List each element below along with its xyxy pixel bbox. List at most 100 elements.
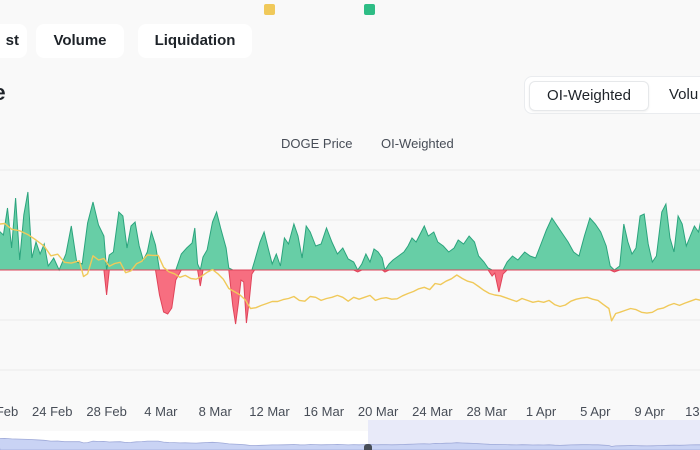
oi-weighted-point-88[interactable] bbox=[372, 247, 376, 251]
oi-weighted-point-34[interactable] bbox=[149, 230, 153, 234]
doge-price-point-71[interactable] bbox=[401, 294, 405, 298]
oi-weighted-point-23[interactable] bbox=[105, 293, 109, 297]
oi-weighted-point-67[interactable] bbox=[274, 252, 278, 256]
oi-weighted-point-7[interactable] bbox=[26, 190, 30, 194]
doge-price-point-117[interactable] bbox=[645, 311, 649, 315]
doge-price-point-31[interactable] bbox=[183, 273, 187, 277]
doge-price-point-81[interactable] bbox=[455, 273, 459, 277]
doge-price-point-108[interactable] bbox=[601, 303, 605, 307]
oi-weighted-point-132[interactable] bbox=[582, 234, 586, 238]
oi-weighted-point-62[interactable] bbox=[253, 259, 257, 263]
oi-weighted-point-73[interactable] bbox=[300, 256, 304, 260]
tab-liquidation[interactable]: Liquidation bbox=[138, 24, 252, 58]
oi-weighted-point-156[interactable] bbox=[688, 234, 692, 238]
oi-weighted-point-44[interactable] bbox=[193, 226, 197, 230]
oi-weighted-point-64[interactable] bbox=[262, 230, 266, 234]
oi-weighted-point-79[interactable] bbox=[330, 240, 334, 244]
oi-weighted-point-102[interactable] bbox=[432, 230, 436, 234]
doge-price-point-66[interactable] bbox=[373, 298, 377, 302]
oi-weighted-point-27[interactable] bbox=[121, 214, 125, 218]
oi-weighted-point-108[interactable] bbox=[462, 242, 466, 246]
oi-weighted-point-98[interactable] bbox=[414, 240, 418, 244]
oi-weighted-point-66[interactable] bbox=[270, 262, 274, 266]
doge-price-point-104[interactable] bbox=[580, 296, 584, 300]
oi-weighted-point-24[interactable] bbox=[107, 253, 111, 257]
oi-weighted-point-59[interactable] bbox=[244, 321, 248, 325]
oi-weighted-point-146[interactable] bbox=[646, 242, 650, 246]
doge-price-point-78[interactable] bbox=[439, 283, 443, 287]
doge-price-point-121[interactable] bbox=[667, 303, 671, 307]
doge-price-point-1[interactable] bbox=[3, 222, 7, 226]
doge-price-point-49[interactable] bbox=[281, 298, 285, 302]
oi-weighted-point-155[interactable] bbox=[684, 244, 688, 248]
oi-weighted-point-3[interactable] bbox=[10, 246, 14, 250]
oi-weighted-point-43[interactable] bbox=[190, 241, 194, 245]
oi-weighted-point-91[interactable] bbox=[383, 270, 387, 274]
oi-weighted-point-97[interactable] bbox=[410, 236, 414, 240]
oi-weighted-point-112[interactable] bbox=[482, 260, 486, 264]
doge-price-point-124[interactable] bbox=[683, 301, 687, 305]
oi-weighted-point-144[interactable] bbox=[638, 214, 642, 218]
oi-weighted-point-48[interactable] bbox=[205, 248, 209, 252]
oi-weighted-point-114[interactable] bbox=[490, 274, 494, 278]
doge-price-point-62[interactable] bbox=[352, 295, 356, 299]
oi-weighted-point-148[interactable] bbox=[654, 254, 658, 258]
doge-price-point-34[interactable] bbox=[200, 274, 204, 278]
doge-price-point-27[interactable] bbox=[162, 265, 166, 269]
oi-weighted-point-83[interactable] bbox=[352, 260, 356, 264]
doge-price-point-82[interactable] bbox=[460, 277, 464, 281]
doge-price-point-24[interactable] bbox=[145, 253, 149, 257]
oi-weighted-point-55[interactable] bbox=[234, 322, 238, 326]
oi-weighted-point-76[interactable] bbox=[314, 244, 318, 248]
doge-price-point-89[interactable] bbox=[498, 294, 502, 298]
doge-price-point-58[interactable] bbox=[330, 295, 334, 299]
oi-weighted-option[interactable]: OI-Weighted bbox=[529, 81, 649, 111]
doge-price-point-52[interactable] bbox=[297, 298, 301, 302]
doge-price-point-114[interactable] bbox=[629, 307, 633, 311]
oi-weighted-point-131[interactable] bbox=[577, 254, 581, 258]
doge-price-point-63[interactable] bbox=[357, 297, 361, 301]
oi-weighted-point-5[interactable] bbox=[18, 258, 22, 262]
doge-price-point-36[interactable] bbox=[211, 268, 215, 272]
navigator-handle[interactable] bbox=[364, 444, 372, 450]
doge-price-point-4[interactable] bbox=[26, 233, 30, 237]
oi-weighted-point-85[interactable] bbox=[360, 262, 364, 266]
doge-price-point-59[interactable] bbox=[335, 293, 339, 297]
oi-weighted-point-143[interactable] bbox=[634, 246, 638, 250]
doge-price-point-115[interactable] bbox=[634, 308, 638, 312]
doge-price-point-5[interactable] bbox=[34, 238, 38, 242]
doge-price-point-12[interactable] bbox=[82, 275, 86, 279]
oi-weighted-point-121[interactable] bbox=[523, 250, 527, 254]
doge-price-point-60[interactable] bbox=[341, 295, 345, 299]
oi-weighted-point-36[interactable] bbox=[158, 293, 162, 297]
doge-price-point-28[interactable] bbox=[167, 270, 171, 274]
oi-weighted-point-14[interactable] bbox=[57, 268, 61, 272]
doge-price-point-20[interactable] bbox=[124, 271, 128, 275]
doge-price-point-40[interactable] bbox=[232, 290, 236, 294]
doge-price-point-100[interactable] bbox=[558, 305, 562, 309]
doge-price-point-53[interactable] bbox=[303, 299, 307, 303]
oi-weighted-point-12[interactable] bbox=[46, 264, 50, 268]
oi-weighted-point-109[interactable] bbox=[467, 234, 471, 238]
oi-weighted-point-71[interactable] bbox=[292, 222, 296, 226]
legend-label-price[interactable]: DOGE Price bbox=[281, 136, 353, 151]
oi-weighted-point-133[interactable] bbox=[588, 216, 592, 220]
doge-price-point-23[interactable] bbox=[140, 259, 144, 263]
oi-weighted-point-75[interactable] bbox=[308, 230, 312, 234]
oi-weighted-point-153[interactable] bbox=[676, 214, 680, 218]
oi-weighted-point-141[interactable] bbox=[626, 240, 630, 244]
doge-price-point-94[interactable] bbox=[525, 298, 529, 302]
doge-price-point-30[interactable] bbox=[178, 275, 182, 279]
oi-weighted-point-77[interactable] bbox=[319, 242, 323, 246]
oi-weighted-point-129[interactable] bbox=[566, 240, 570, 244]
legend-label-oi[interactable]: OI-Weighted bbox=[381, 136, 454, 151]
doge-price-point-102[interactable] bbox=[569, 299, 573, 303]
legend-swatch-price[interactable] bbox=[264, 4, 275, 15]
doge-price-point-126[interactable] bbox=[694, 297, 698, 301]
doge-price-point-39[interactable] bbox=[227, 287, 231, 291]
doge-price-point-67[interactable] bbox=[379, 297, 383, 301]
doge-price-point-47[interactable] bbox=[270, 300, 274, 304]
oi-weighted-point-130[interactable] bbox=[572, 250, 576, 254]
oi-weighted-point-78[interactable] bbox=[325, 226, 329, 230]
legend-swatch-oi[interactable] bbox=[364, 4, 375, 15]
